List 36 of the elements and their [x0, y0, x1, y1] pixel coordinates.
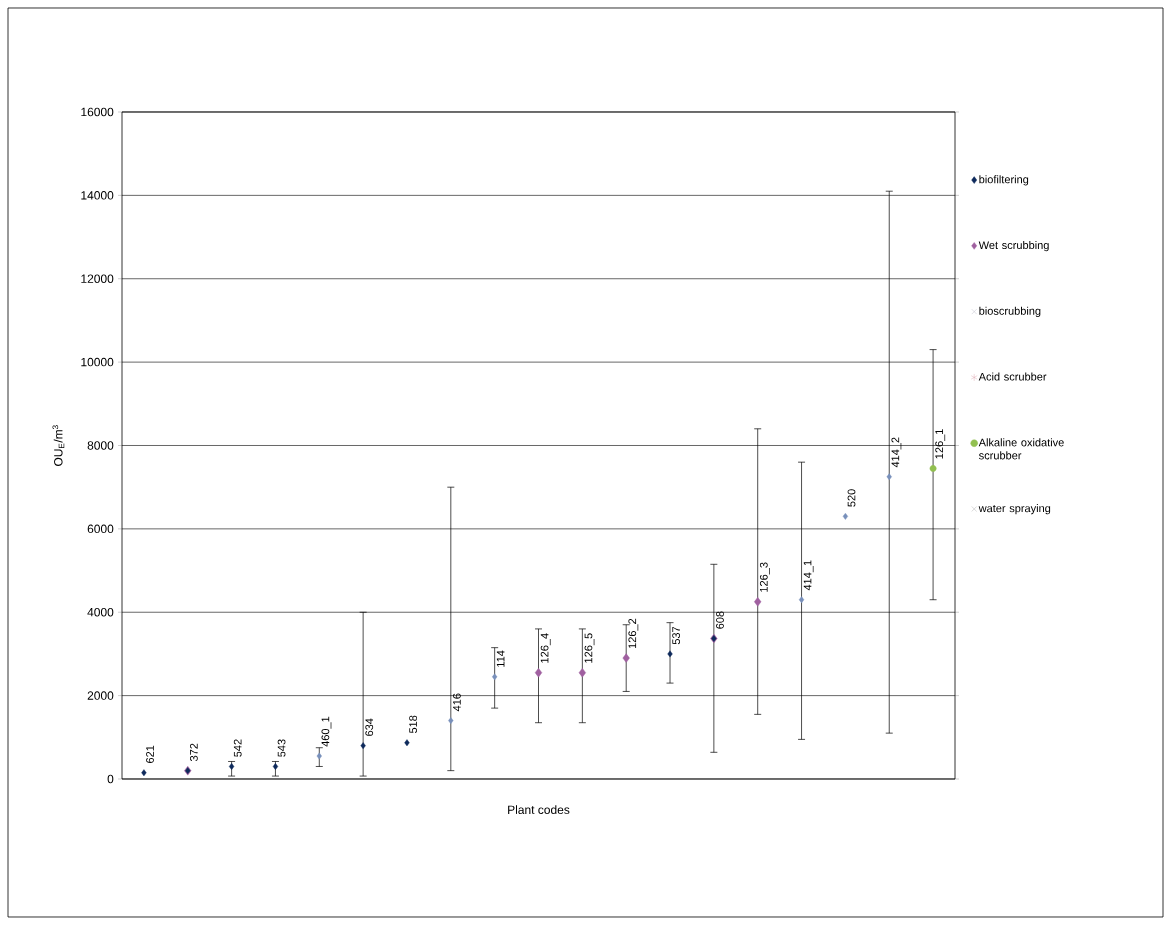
legend-label: bioscrubbing — [979, 306, 1041, 317]
y-tick-label: 0 — [107, 774, 114, 784]
x-tick-label: 126_1 — [935, 429, 946, 459]
y-tick-label: 8000 — [87, 441, 114, 450]
x-tick-label: 114 — [496, 650, 505, 667]
legend-label: Wet scrubbing — [978, 240, 1049, 252]
x-tick-label: 608 — [716, 611, 724, 629]
x-tick-label: 621 — [146, 745, 154, 763]
legend-label: biofiltering — [979, 175, 1029, 186]
x-tick-label: 416 — [453, 693, 461, 712]
y-tick-label: 6000 — [87, 524, 114, 534]
y-tick-label: 12000 — [81, 274, 114, 283]
x-tick-label: 414_2 — [891, 437, 902, 468]
x-tick-label: 414_1 — [803, 560, 814, 591]
x-tick-label: 126_2 — [628, 618, 639, 649]
x-tick-label: 537 — [672, 626, 681, 645]
y-tick-label: 10000 — [81, 357, 114, 367]
x-tick-label: 126_3 — [759, 562, 770, 592]
x-tick-label: 634 — [365, 718, 374, 736]
x-tick-label: 543 — [277, 739, 286, 757]
x-tick-label: 542 — [233, 739, 242, 757]
y-tick-label: 4000 — [87, 607, 114, 617]
x-tick-label: 126_4 — [540, 633, 551, 663]
y-axis-title: OU$_{E}$/m$^{3}$ — [52, 425, 65, 466]
x-tick-label: 518 — [409, 715, 417, 734]
legend-label: Alkaline oxidative scrubber — [978, 438, 1064, 460]
x-tick-label: 126_5 — [584, 633, 595, 663]
x-tick-label: 372 — [189, 743, 198, 762]
y-tick-label: 14000 — [81, 191, 114, 200]
y-tick-label: 2000 — [87, 691, 114, 700]
x-tick-label: 460_1 — [321, 716, 332, 747]
legend-label: Acid scrubber — [978, 372, 1047, 381]
y-tick-label: 16000 — [81, 107, 114, 117]
legend-label: water spraying — [978, 504, 1051, 515]
x-axis-title: Plant codes — [508, 805, 570, 814]
x-tick-label: 520 — [847, 489, 856, 507]
